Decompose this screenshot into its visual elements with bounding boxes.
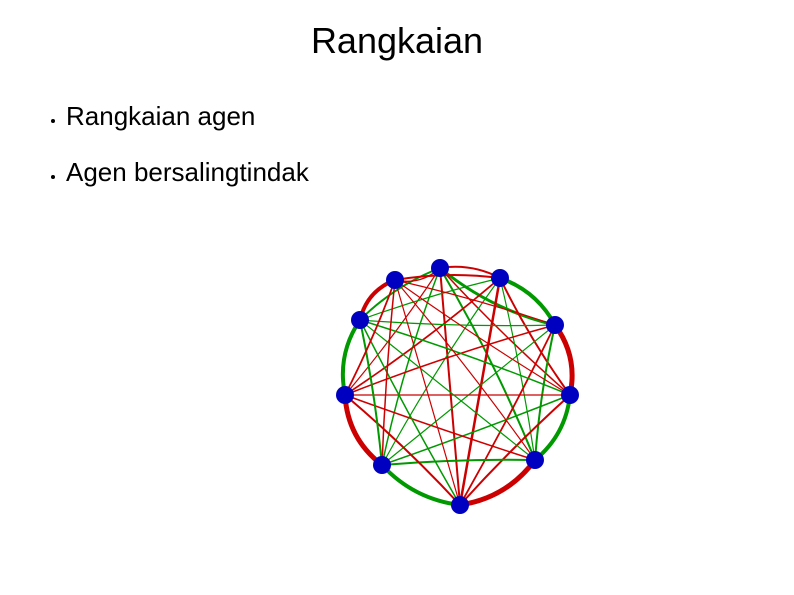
bullet-list: Rangkaian agen Agen bersalingtindak <box>40 100 309 212</box>
network-svg <box>320 250 600 530</box>
network-diagram <box>320 250 600 530</box>
bullet-item: Agen bersalingtindak <box>66 156 309 190</box>
slide: Rangkaian Rangkaian agen Agen bersalingt… <box>0 0 794 595</box>
bullet-item: Rangkaian agen <box>66 100 309 134</box>
slide-title: Rangkaian <box>0 20 794 62</box>
